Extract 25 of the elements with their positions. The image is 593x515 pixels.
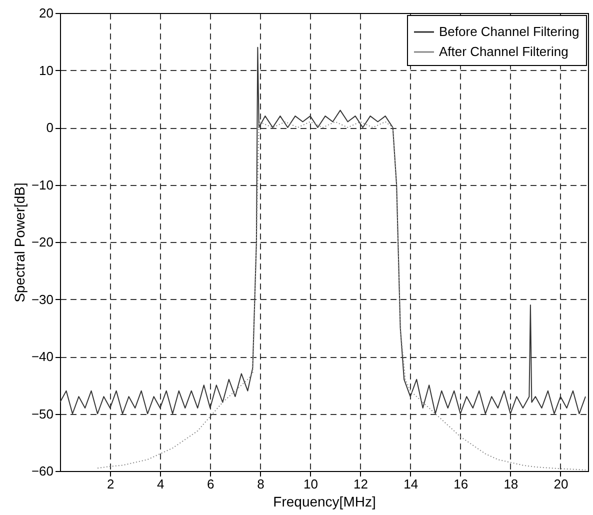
x-tick-label: 6: [207, 476, 214, 492]
line-series: [60, 46, 586, 414]
y-tick-label: 20: [39, 6, 54, 20]
y-tick-label: 0: [46, 120, 54, 135]
x-tick-label: 14: [404, 476, 418, 492]
y-axis-title: Spectral Power[dB]: [11, 182, 28, 302]
y-tick-label: 10: [39, 62, 54, 78]
x-tick-label: 8: [257, 476, 264, 492]
x-tick-label: 4: [156, 476, 164, 492]
x-tick-label: 12: [354, 476, 368, 492]
y-tick-label: −40: [31, 349, 54, 364]
legend-label: Before Channel Filtering: [439, 24, 580, 39]
y-tick-label: −60: [31, 464, 54, 478]
y-tick-label: −20: [31, 234, 54, 250]
x-axis-title: Frequency[MHz]: [273, 494, 376, 510]
legend-label: After Channel Filtering: [439, 44, 568, 59]
line-series: [97, 121, 586, 470]
x-tick-label: 20: [554, 476, 568, 492]
x-tick-label: 18: [504, 476, 518, 492]
y-tick-label: −30: [31, 292, 54, 307]
y-tick-label: −50: [31, 406, 54, 422]
x-tick-label: 10: [304, 476, 318, 492]
x-tick-label: 2: [106, 476, 114, 492]
y-tick-label: −10: [31, 177, 54, 192]
x-tick-label: 16: [454, 476, 468, 492]
